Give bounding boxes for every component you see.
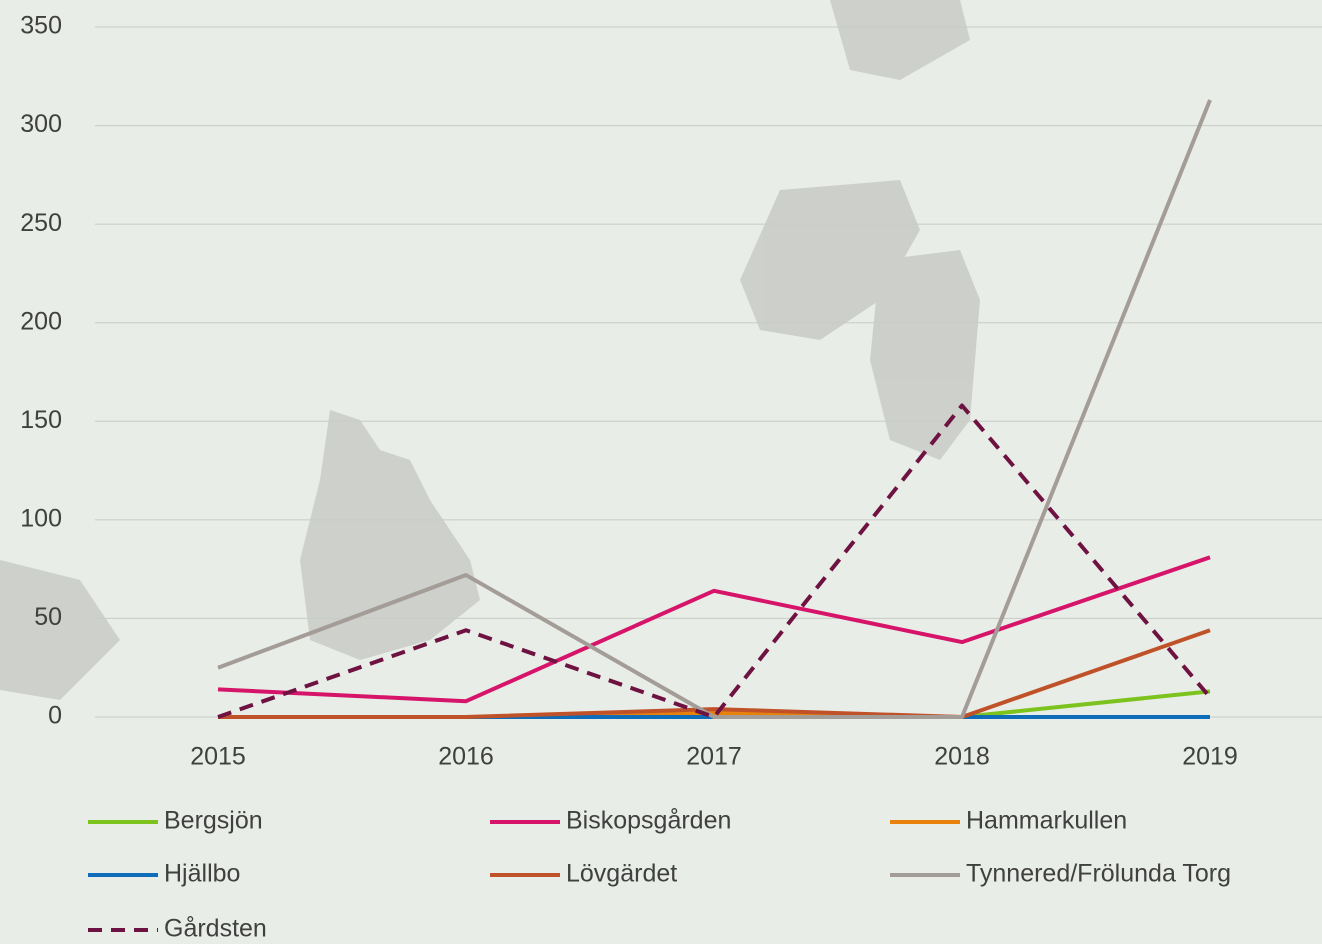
y-tick-label: 350 [20,12,62,40]
x-tick-label: 2019 [1182,743,1238,771]
chart: 0 50 100 150 200 250 300 350 2015 2016 2017 2018 201… [0,0,1322,944]
x-tick-label: 2015 [190,743,246,771]
x-tick-label: 2017 [686,743,742,771]
x-tick-label: 2016 [438,743,494,771]
y-tick-label: 0 [48,702,62,730]
legend-label: Lövgärdet [566,860,677,888]
y-tick-label: 250 [20,209,62,237]
map-background [0,0,1322,944]
y-tick-label: 150 [20,406,62,434]
y-tick-label: 200 [20,307,62,335]
legend-label: Bergsjön [164,807,263,835]
y-tick-label: 100 [20,504,62,532]
legend-label: Tynnered/Frölunda Torg [966,860,1231,888]
legend-label: Hammarkullen [966,807,1127,835]
legend-label: Biskopsgården [566,807,731,835]
x-tick-label: 2018 [934,743,990,771]
legend-label: Gårdsten [164,915,267,943]
y-tick-label: 50 [34,603,62,631]
legend-label: Hjällbo [164,860,240,888]
y-tick-label: 300 [20,110,62,138]
